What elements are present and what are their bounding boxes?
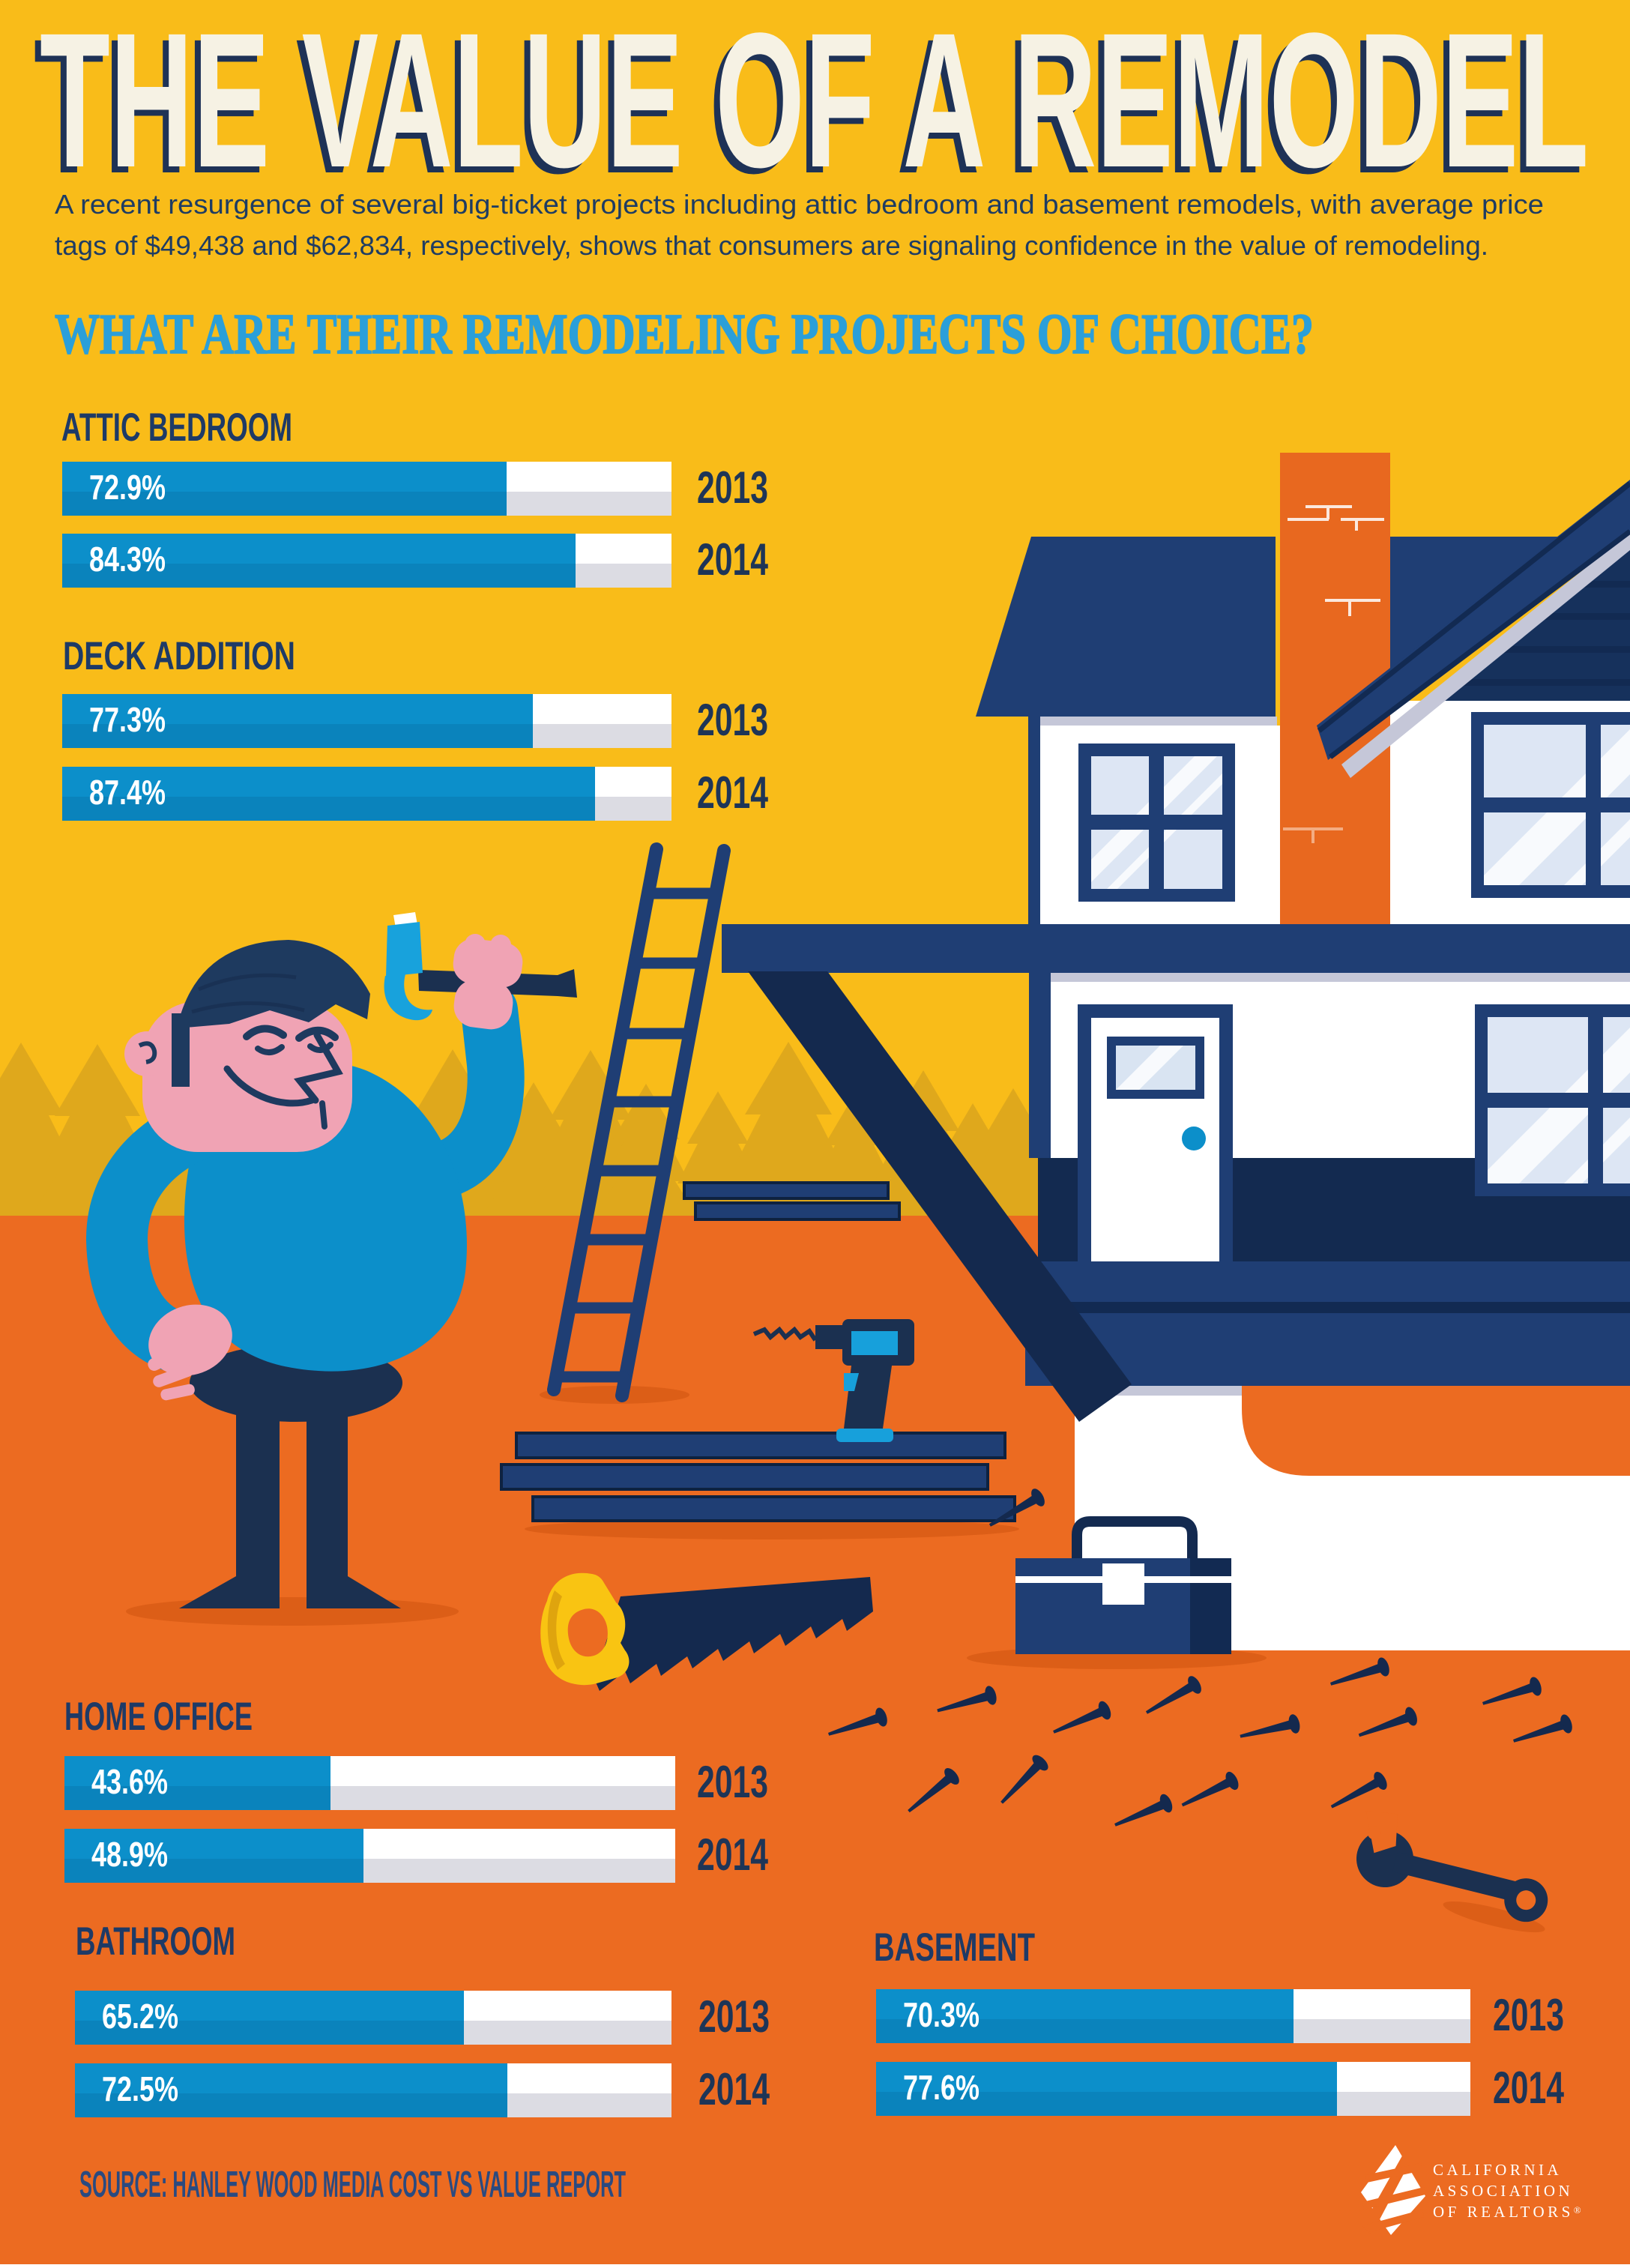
svg-text:2014: 2014 xyxy=(698,2064,770,2114)
svg-text:BATHROOM: BATHROOM xyxy=(76,1919,235,1964)
svg-text:2013: 2013 xyxy=(697,1757,768,1807)
svg-text:2014: 2014 xyxy=(697,1830,768,1880)
svg-text:77.3%: 77.3% xyxy=(89,700,166,739)
svg-text:2013: 2013 xyxy=(698,1991,770,2042)
svg-text:2013: 2013 xyxy=(1493,1990,1564,2040)
svg-text:tags of $49,438 and $62,834, r: tags of $49,438 and $62,834, respectivel… xyxy=(55,230,1488,261)
svg-text:THE VALUE OF A REMODEL: THE VALUE OF A REMODEL xyxy=(40,0,1589,208)
svg-text:43.6%: 43.6% xyxy=(91,1762,168,1801)
svg-text:SOURCE: HANLEY WOOD MEDIA COST: SOURCE: HANLEY WOOD MEDIA COST VS VALUE … xyxy=(79,2165,626,2205)
svg-text:72.9%: 72.9% xyxy=(89,468,166,507)
svg-text:2014: 2014 xyxy=(697,534,768,585)
svg-text:87.4%: 87.4% xyxy=(89,773,166,812)
svg-text:WHAT ARE THEIR REMODELING PROJ: WHAT ARE THEIR REMODELING PROJECTS OF CH… xyxy=(55,303,1314,366)
svg-text:77.6%: 77.6% xyxy=(903,2068,979,2107)
svg-text:72.5%: 72.5% xyxy=(102,2069,178,2108)
svg-text:A recent resurgence of several: A recent resurgence of several big-ticke… xyxy=(55,189,1544,220)
svg-text:HOME OFFICE: HOME OFFICE xyxy=(64,1695,253,1739)
svg-text:DECK ADDITION: DECK ADDITION xyxy=(63,634,295,678)
svg-text:2013: 2013 xyxy=(697,462,768,513)
svg-text:84.3%: 84.3% xyxy=(89,540,166,579)
svg-text:BASEMENT: BASEMENT xyxy=(874,1925,1035,1970)
svg-text:ASSOCIATION: ASSOCIATION xyxy=(1433,2182,1573,2200)
svg-text:THE VALUE OF A REMODEL: THE VALUE OF A REMODEL xyxy=(34,0,1583,214)
svg-text:2013: 2013 xyxy=(697,695,768,745)
svg-text:65.2%: 65.2% xyxy=(102,1997,178,2036)
svg-text:2014: 2014 xyxy=(1493,2063,1564,2113)
svg-text:48.9%: 48.9% xyxy=(91,1835,168,1874)
svg-text:OF REALTORS®: OF REALTORS® xyxy=(1433,2203,1584,2221)
svg-text:70.3%: 70.3% xyxy=(903,1995,979,2034)
svg-text:CALIFORNIA: CALIFORNIA xyxy=(1433,2161,1562,2179)
svg-text:ATTIC BEDROOM: ATTIC BEDROOM xyxy=(61,405,292,450)
svg-text:2014: 2014 xyxy=(697,767,768,818)
